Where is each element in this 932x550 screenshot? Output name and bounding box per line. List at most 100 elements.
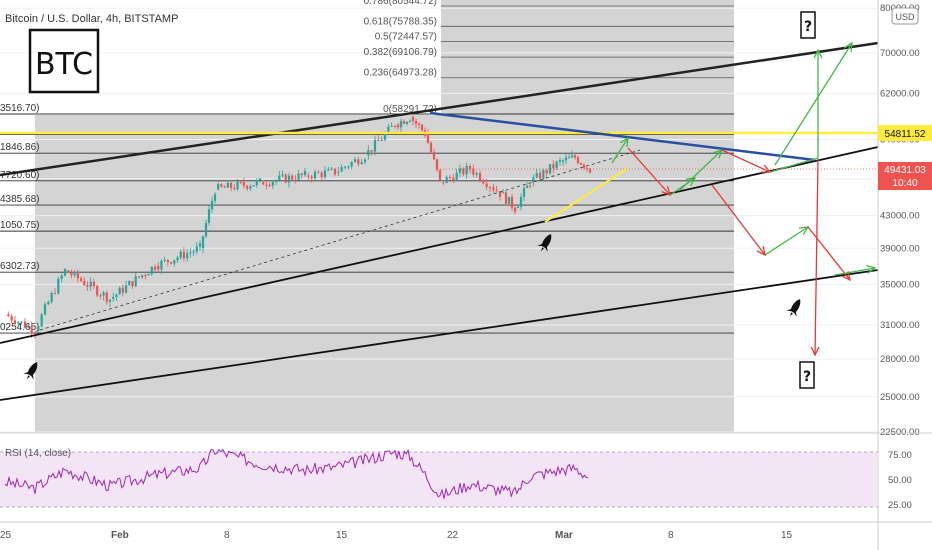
candle-body (255, 180, 258, 186)
candle-body (555, 161, 558, 169)
candle-body (570, 155, 574, 158)
candle-body (373, 139, 377, 152)
candle-body (89, 281, 92, 287)
candle-body (360, 162, 363, 165)
rsi-tick-label: 75.00 (888, 450, 912, 461)
level-label: 6302.73) (0, 261, 39, 272)
price-tick-label: 39000.00 (880, 243, 920, 254)
currency-badge[interactable] (891, 7, 919, 25)
candle-body (153, 266, 157, 270)
candle-body (317, 171, 320, 173)
candle-body (402, 121, 406, 124)
candle-body (30, 326, 33, 334)
rocket-icons (23, 234, 801, 380)
candle-body (63, 268, 67, 276)
time-tick-label: 15 (336, 530, 348, 541)
up-arrow (611, 137, 629, 164)
up-arrow (679, 149, 723, 191)
candle-body (220, 184, 223, 187)
candle-body (429, 143, 433, 153)
candle-body (169, 262, 173, 264)
candle-body (452, 177, 455, 182)
rocket-fins (537, 243, 548, 252)
question-mark-bottom: ? (803, 369, 811, 385)
candle-body (287, 175, 291, 183)
candle-body (525, 185, 529, 188)
candle-body (330, 168, 333, 170)
middle-channel-line[interactable] (0, 146, 879, 344)
up-arrow (764, 226, 809, 256)
rocket-icon (537, 234, 552, 252)
time-tick-label: 8 (668, 530, 674, 541)
candle-body (229, 182, 233, 189)
yellow-support-line[interactable] (544, 167, 629, 223)
candle-body (271, 181, 274, 186)
fib-label: 0.5(72447.57) (375, 31, 437, 42)
candle-body (561, 160, 565, 162)
candle-body (588, 168, 592, 173)
up-arrow-head (866, 264, 877, 274)
candle-body (370, 150, 373, 152)
candle-body (281, 174, 284, 176)
candle-body (363, 159, 367, 163)
candle-body (291, 175, 294, 180)
candle-body (105, 292, 108, 302)
level-label: 3516.70) (0, 103, 39, 114)
down-arrow (814, 159, 819, 356)
projection-arrows (611, 41, 877, 357)
rocket-flame (790, 312, 793, 317)
up-arrow (834, 267, 876, 276)
candle-body (157, 265, 160, 270)
candle-body (297, 173, 300, 181)
candle-body (337, 171, 340, 173)
candle-body (27, 326, 30, 328)
candle-body (323, 170, 327, 178)
candle-body (265, 184, 268, 186)
candle-body (121, 287, 124, 293)
time-axis-ticks: 25 Feb 8 15 22 Mar 8 15 (0, 530, 793, 541)
candle-body (350, 161, 353, 167)
candle-body (40, 314, 43, 327)
rsi-line[interactable] (4, 448, 589, 499)
candle-body (485, 183, 488, 188)
candle-body (535, 173, 538, 178)
price-axis[interactable] (878, 0, 932, 432)
candle-body (488, 187, 492, 189)
rocket-fins (786, 308, 797, 317)
candle-body (137, 276, 141, 278)
lower-channel-line[interactable] (0, 269, 879, 401)
upper-channel-line[interactable] (0, 41, 879, 177)
question-mark-top: ? (804, 19, 812, 35)
candle-body (438, 169, 442, 180)
candle-body (567, 157, 571, 159)
level-label: 1846.86) (0, 142, 39, 153)
candle-body (20, 321, 23, 323)
candle-body (377, 139, 380, 141)
candle-body (284, 174, 287, 183)
candle-body (532, 177, 535, 183)
candle-body (343, 166, 347, 168)
candle-body (115, 294, 118, 297)
horizontal-levels: 3516.70) 1846.86) 7720.60) 4385.68) 1050.75)… (0, 103, 734, 334)
candle-body (226, 182, 229, 188)
candle-body (442, 182, 445, 184)
candle-body (67, 270, 70, 273)
candle-body (60, 275, 63, 279)
candle-body (475, 172, 478, 175)
candle-body (278, 175, 281, 180)
time-tick-label: 25 (0, 530, 12, 541)
candle-body (176, 257, 179, 261)
candle-body (99, 295, 102, 297)
candle-body (405, 121, 409, 124)
blue-descending-line[interactable] (429, 111, 816, 162)
candle-body (47, 301, 50, 305)
candle-body (495, 190, 498, 192)
candle-body (448, 177, 452, 179)
candle-body (579, 163, 583, 165)
rocket-flame (27, 375, 30, 380)
candle-body (242, 182, 246, 186)
price-tick-label: 28000.00 (880, 354, 920, 365)
time-tick-label: Feb (111, 530, 129, 541)
candle-body (468, 166, 472, 170)
